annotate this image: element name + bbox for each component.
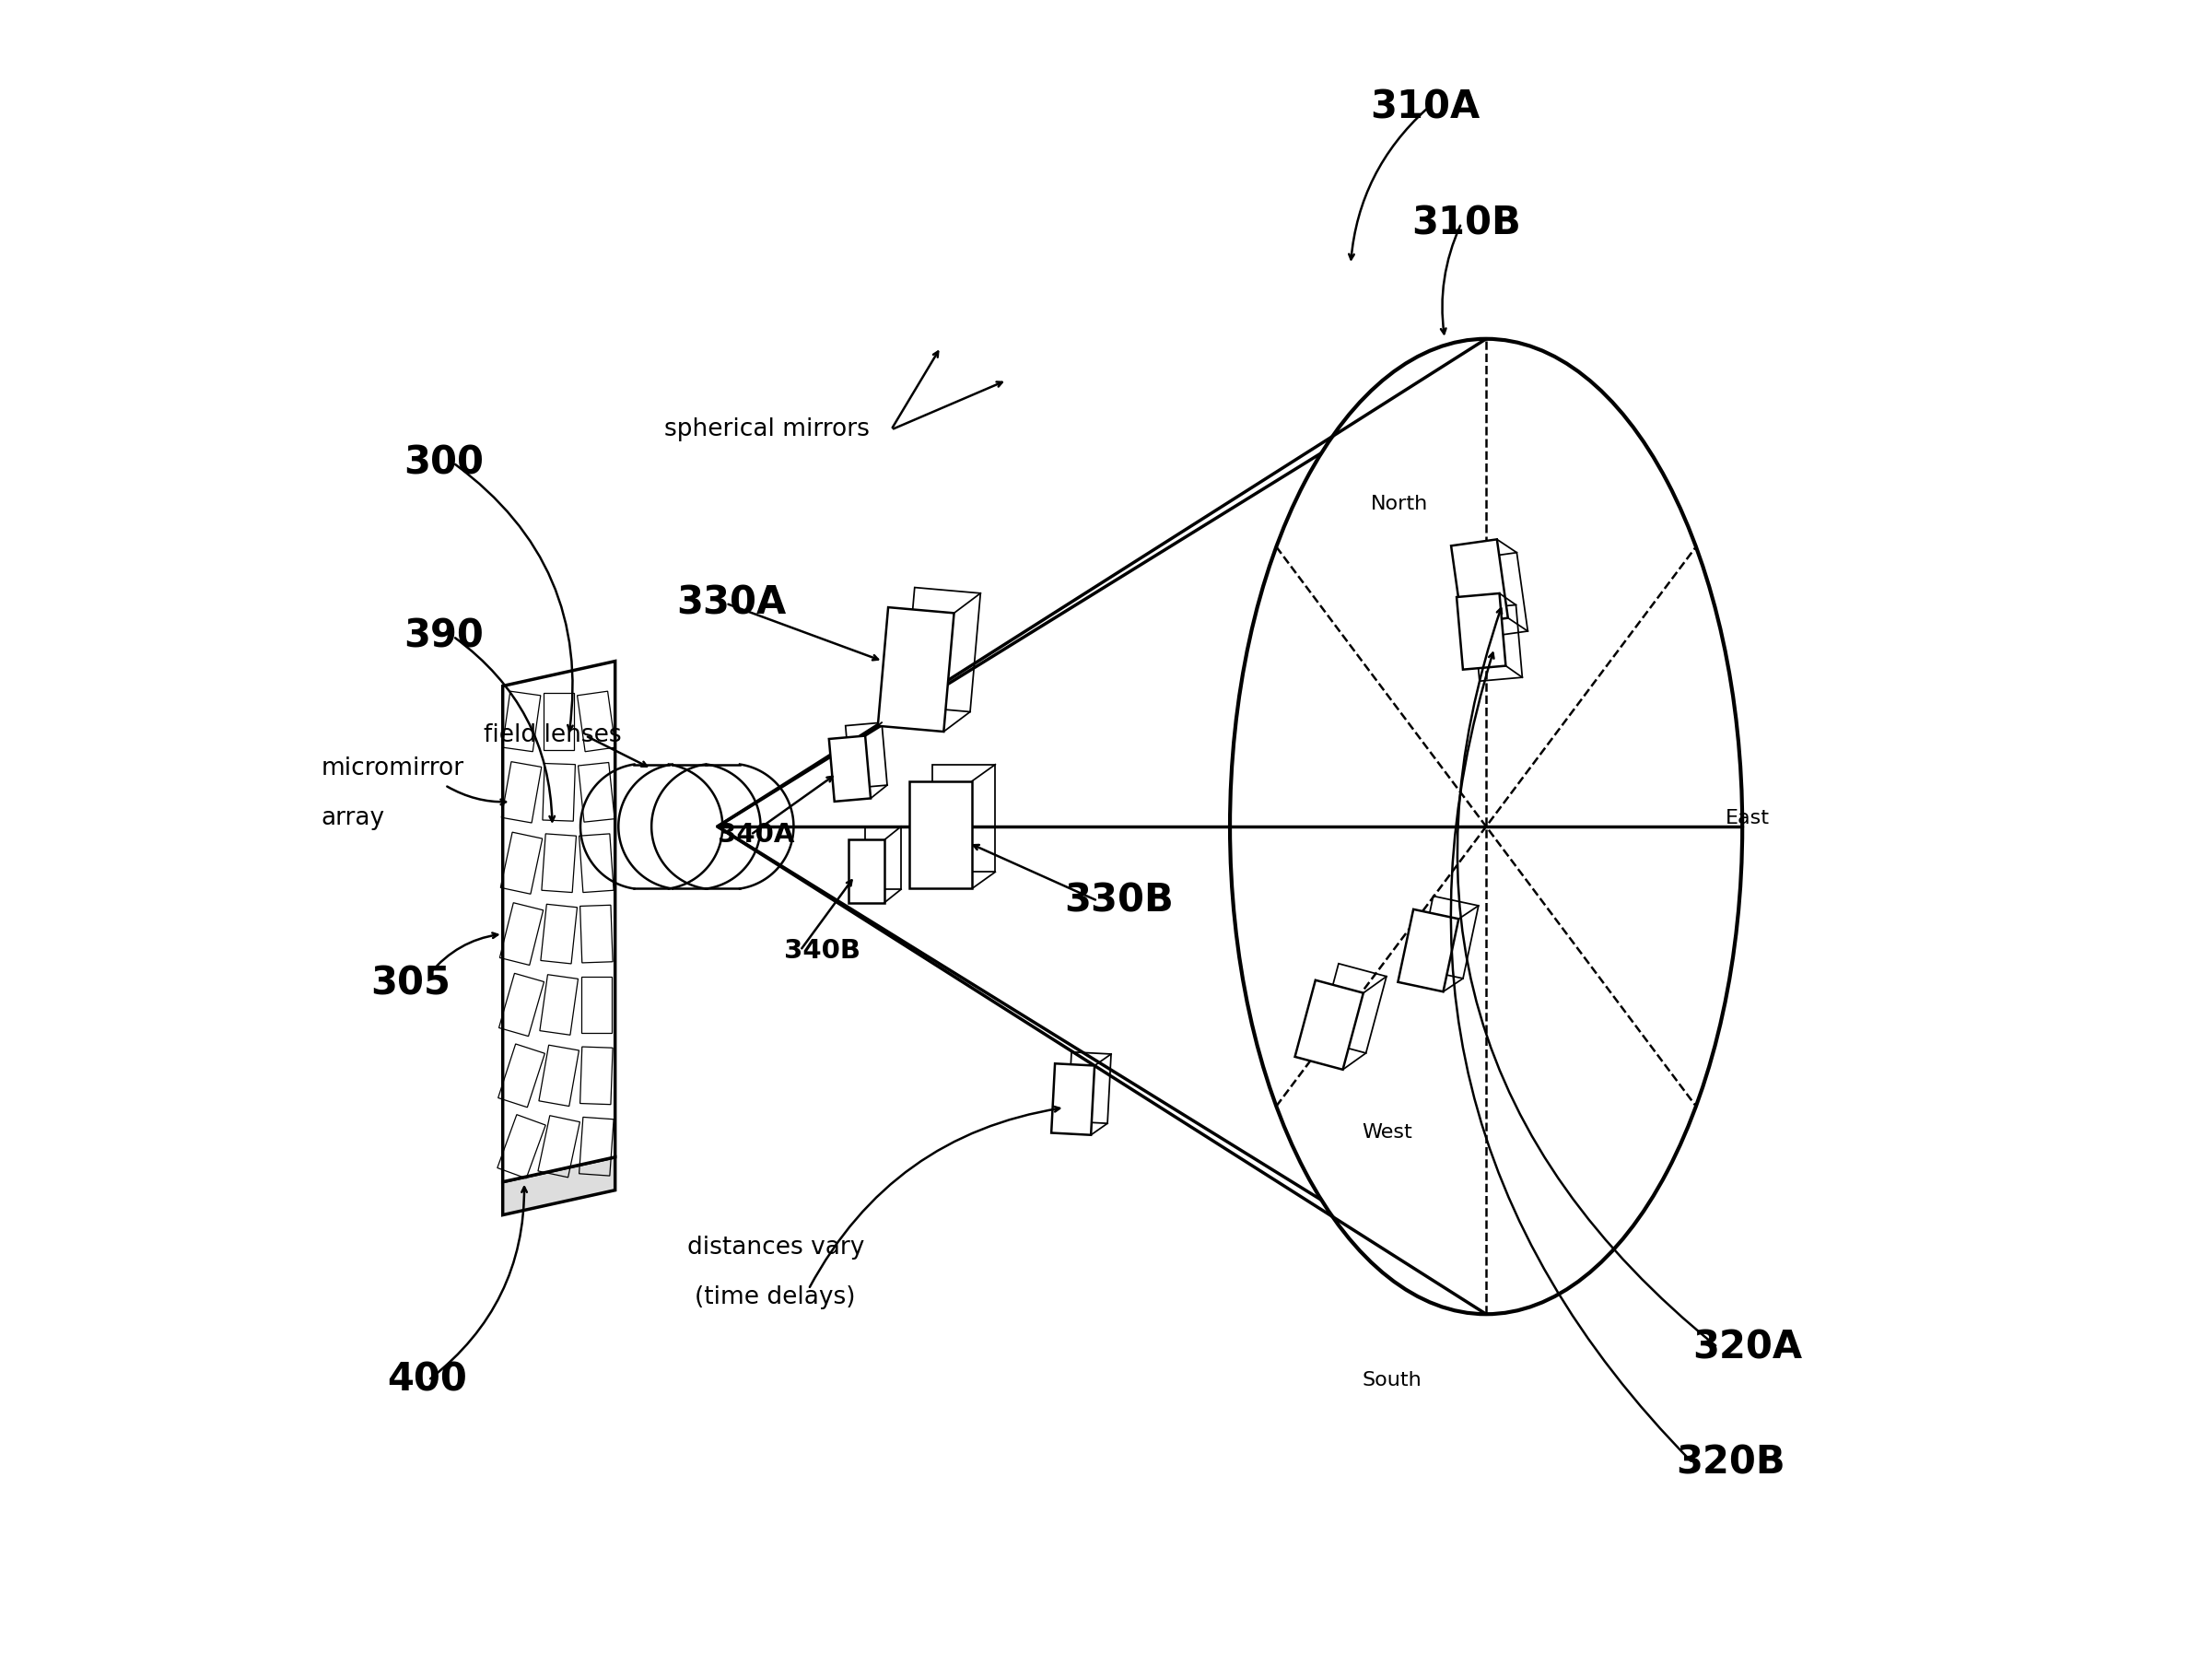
Text: 330A: 330A [677, 584, 785, 623]
Text: field lenses: field lenses [484, 724, 622, 747]
Text: (time delays): (time delays) [695, 1286, 856, 1309]
Text: spherical mirrors: spherical mirrors [664, 418, 869, 441]
Text: 330B: 330B [1064, 881, 1175, 921]
Text: 400: 400 [387, 1360, 467, 1400]
Polygon shape [878, 607, 953, 732]
Polygon shape [502, 1157, 615, 1215]
Text: South: South [1363, 1370, 1422, 1390]
Text: West: West [1363, 1122, 1413, 1142]
Polygon shape [847, 840, 885, 903]
Polygon shape [909, 782, 971, 889]
Text: North: North [1371, 494, 1427, 514]
Polygon shape [1458, 593, 1506, 669]
Polygon shape [1451, 539, 1509, 625]
Text: 300: 300 [403, 443, 484, 483]
Text: array: array [321, 807, 385, 830]
Text: micromirror: micromirror [321, 757, 465, 780]
Polygon shape [1051, 1063, 1095, 1136]
Text: 320A: 320A [1692, 1327, 1803, 1367]
Text: 310A: 310A [1371, 88, 1480, 127]
Text: distances vary: distances vary [688, 1236, 865, 1260]
Text: East: East [1725, 808, 1770, 828]
Polygon shape [830, 736, 872, 802]
Text: 340B: 340B [783, 937, 860, 964]
Polygon shape [1398, 909, 1458, 992]
Text: 310B: 310B [1411, 203, 1522, 243]
Polygon shape [502, 661, 615, 1182]
Text: 390: 390 [403, 617, 484, 656]
Text: 305: 305 [372, 964, 451, 1003]
Text: 340A: 340A [717, 822, 794, 848]
Polygon shape [1294, 980, 1363, 1069]
Text: 320B: 320B [1677, 1443, 1785, 1483]
